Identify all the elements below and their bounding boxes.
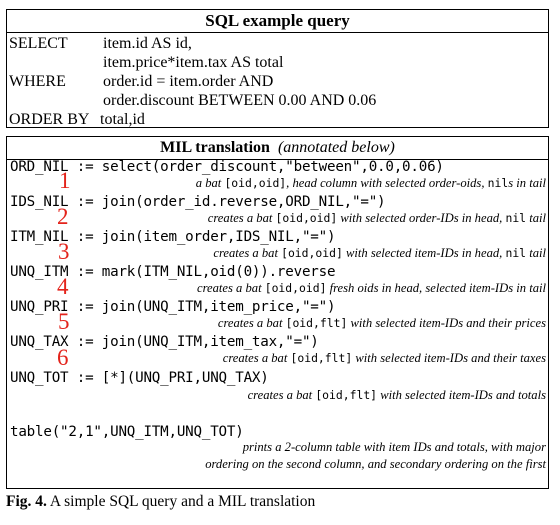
- note-fragment: creates a bat: [197, 281, 265, 295]
- note-fragment: [oid,flt]: [286, 316, 348, 330]
- note-fragment: a bat: [196, 176, 225, 190]
- mil-title-annotation: (annotated below): [278, 139, 395, 156]
- note-fragment: [oid,flt]: [315, 388, 377, 402]
- note-fragment: prints a 2-column table with item IDs an…: [243, 440, 546, 454]
- mil-box-title: MIL translation (annotated below): [7, 137, 548, 160]
- caption-label: Fig. 4.: [6, 493, 47, 510]
- sql-orderby-value: total,id: [100, 111, 145, 129]
- step-number: 2: [57, 206, 69, 228]
- step-number: 5: [58, 311, 70, 333]
- note-fragment: creates a bat: [218, 316, 286, 330]
- sql-keyword-where: WHERE: [9, 73, 66, 91]
- mil-annotation: creates a bat [oid,flt] with selected it…: [248, 388, 546, 403]
- note-fragment: with selected item-IDs and their taxes: [352, 351, 546, 365]
- mil-translation-box: MIL translation (annotated below) ORD_NI…: [6, 136, 549, 489]
- mil-code-line: UNQ_TOT := [*](UNQ_PRI,UNQ_TAX): [10, 369, 269, 387]
- note-fragment: nil: [488, 176, 509, 190]
- note-fragment: tail: [526, 246, 546, 260]
- note-fragment: with selected item-IDs and their prices: [347, 316, 546, 330]
- mil-annotation: creates a bat [oid,oid] with selected or…: [208, 211, 546, 226]
- mil-code-line: table("2,1",UNQ_ITM,UNQ_TOT): [10, 423, 244, 441]
- mil-annotation-continued: ordering on the second column, and secon…: [205, 457, 546, 472]
- note-fragment: with selected item-IDs in head,: [343, 246, 506, 260]
- sql-line-1: item.id AS id,: [103, 35, 192, 53]
- note-fragment: creates a bat: [248, 388, 316, 402]
- note-fragment: nil: [505, 246, 526, 260]
- note-fragment: creates a bat: [213, 246, 281, 260]
- mil-annotation: creates a bat [oid,oid] fresh oids in he…: [197, 281, 546, 296]
- caption-text: A simple SQL query and a MIL translation: [47, 493, 315, 510]
- sql-line-3: order.id = item.order AND: [103, 73, 273, 91]
- note-fragment: with selected item-IDs and totals: [377, 388, 546, 402]
- note-fragment: [oid,oid]: [265, 281, 327, 295]
- note-fragment: [oid,flt]: [291, 351, 353, 365]
- mil-title-main: MIL translation: [160, 139, 270, 156]
- figure-caption: Fig. 4. A simple SQL query and a MIL tra…: [6, 493, 315, 511]
- sql-query-box: SQL example query SELECT item.id AS id, …: [6, 9, 549, 128]
- note-fragment: [oid,oid]: [281, 246, 343, 260]
- mil-annotation: a bat [oid,oid], head column with select…: [196, 176, 546, 191]
- sql-box-title: SQL example query: [7, 10, 548, 33]
- step-number: 3: [58, 241, 70, 263]
- mil-annotation: creates a bat [oid,flt] with selected it…: [218, 316, 546, 331]
- mil-code-line: ORD_NIL := select(order_discount,"betwee…: [10, 158, 444, 176]
- mil-annotation: creates a bat [oid,flt] with selected it…: [223, 351, 546, 366]
- step-number: 4: [57, 276, 69, 298]
- note-fragment: [oid,oid]: [276, 211, 338, 225]
- step-number: 1: [59, 170, 71, 192]
- note-fragment: with selected order-IDs in head,: [337, 211, 505, 225]
- sql-keyword-orderby: ORDER BY: [9, 111, 89, 129]
- note-fragment: creates a bat: [223, 351, 291, 365]
- note-fragment: fresh oids in head, selected item-IDs in…: [326, 281, 546, 295]
- note-fragment: tail: [526, 211, 546, 225]
- note-fragment: creates a bat: [208, 211, 276, 225]
- mil-annotation: prints a 2-column table with item IDs an…: [243, 440, 546, 455]
- note-fragment: , head column with selected order-oids,: [286, 176, 487, 190]
- note-fragment: s in tail: [508, 176, 546, 190]
- sql-line-2: item.price*item.tax AS total: [103, 54, 283, 72]
- note-fragment: [oid,oid]: [224, 176, 286, 190]
- mil-annotation: creates a bat [oid,oid] with selected it…: [213, 246, 546, 261]
- sql-line-4: order.discount BETWEEN 0.00 AND 0.06: [103, 92, 376, 110]
- step-number: 6: [57, 347, 69, 369]
- sql-keyword-select: SELECT: [9, 35, 68, 53]
- note-fragment: ordering on the second column, and secon…: [205, 457, 546, 471]
- note-fragment: nil: [505, 211, 526, 225]
